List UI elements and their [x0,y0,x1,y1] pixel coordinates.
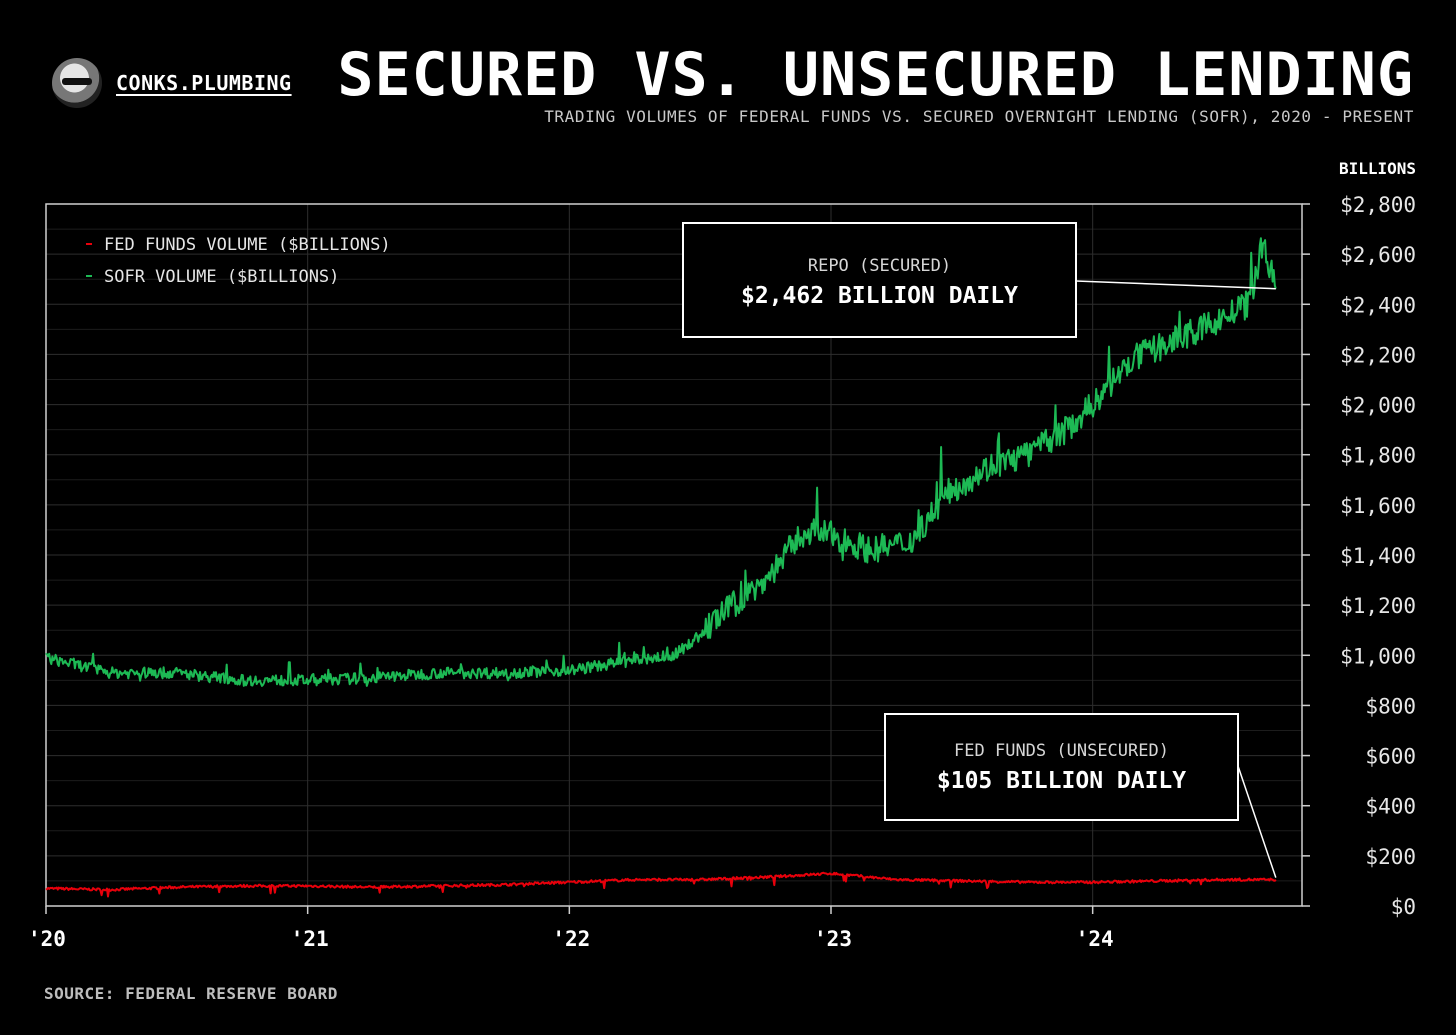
y-tick-label: $1,400 [1340,544,1416,568]
brand-name[interactable]: CONKS.PLUMBING [116,71,292,95]
y-tick-label: $2,600 [1340,243,1416,267]
legend-label: FED FUNDS VOLUME ($BILLIONS) [104,235,391,255]
y-tick-label: $1,600 [1340,494,1416,518]
legend: FED FUNDS VOLUME ($BILLIONS) SOFR VOLUME … [86,235,391,287]
y-tick-label: $2,200 [1340,343,1416,367]
brand[interactable]: CONKS.PLUMBING [52,58,292,108]
y-tick-label: $1,200 [1340,594,1416,618]
annotation-box [884,713,1239,821]
x-tick-label: '21 [291,927,329,951]
fed-funds-volume-line [45,871,1277,898]
y-tick-label: $1,800 [1340,444,1416,468]
x-tick-label: '23 [814,927,852,951]
annotation-value: $2,462 BILLION DAILY [741,283,1018,309]
y-tick-label: $2,000 [1340,394,1416,418]
y-tick-label: $200 [1365,845,1416,869]
x-tick-label: '24 [1076,927,1114,951]
annotation-box [682,222,1077,338]
source-note: SOURCE: FEDERAL RESERVE BOARD [44,984,338,1003]
annotation-leader [1075,280,1276,290]
y-tick-label: $800 [1365,694,1416,718]
y-tick-label: $0 [1391,895,1416,919]
y-unit-label: BILLIONS [1339,159,1416,178]
y-tick-label: $1,000 [1340,644,1416,668]
x-tick-label: '20 [28,927,66,951]
y-tick-label: $400 [1365,795,1416,819]
annotation-title: FED FUNDS (UNSECURED) [954,741,1169,761]
annotations: REPO (SECURED) $2,462 BILLION DAILY FED FU… [682,222,1277,878]
page-title: SECURED VS. UNSECURED LENDING [337,40,1414,110]
page-subtitle: TRADING VOLUMES OF FEDERAL FUNDS VS. SEC… [544,107,1414,126]
sofr-volume-line [45,237,1277,687]
ticks: $0 $200 $400 $600 $800 $1,000 $1,200 $1,400 $1,6… [28,193,1416,951]
x-tick-label: '22 [552,927,590,951]
annotation-title: REPO (SECURED) [808,256,951,276]
legend-label: SOFR VOLUME ($BILLIONS) [104,267,339,287]
annotation-value: $105 BILLION DAILY [937,768,1186,794]
series-layer [45,237,1277,898]
y-tick-label: $600 [1365,745,1416,769]
y-tick-label: $2,400 [1340,293,1416,317]
annotation-leader [1237,765,1277,878]
y-tick-label: $2,800 [1340,193,1416,217]
avatar [52,58,102,108]
